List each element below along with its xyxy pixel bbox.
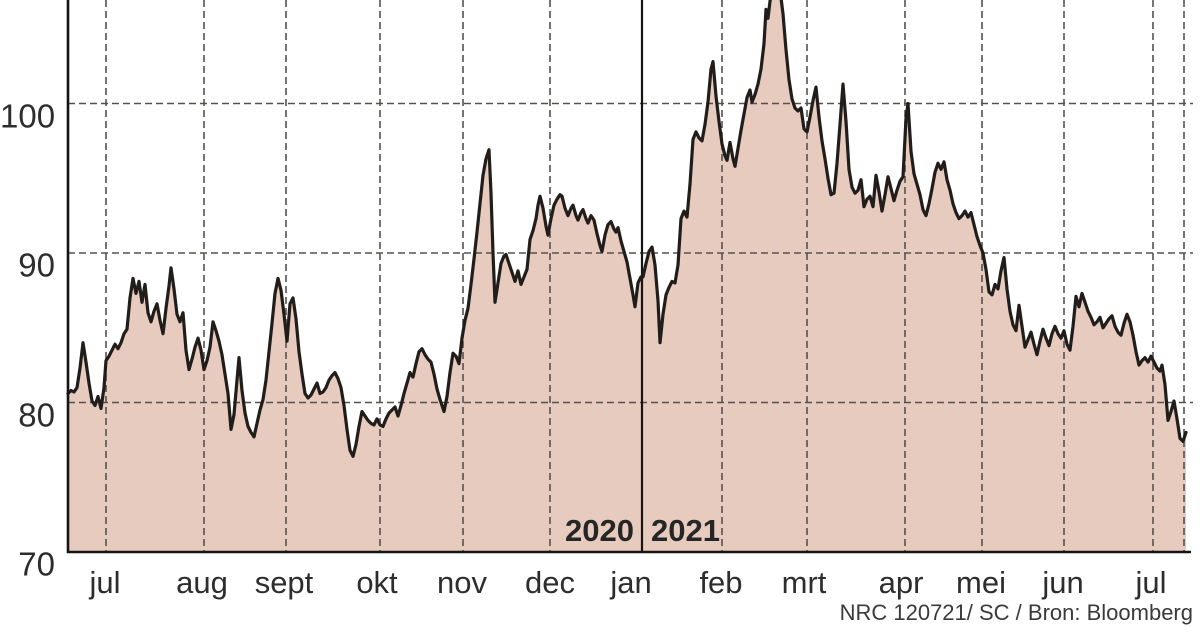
x-tick-label: dec xyxy=(525,565,575,600)
source-credit: NRC 120721/ SC / Bron: Bloomberg xyxy=(839,600,1193,625)
y-tick-label: 90 xyxy=(18,246,55,284)
x-tick-label: mrt xyxy=(781,565,827,600)
x-tick-label: apr xyxy=(878,565,924,600)
x-tick-label: sept xyxy=(254,565,314,600)
x-tick-label: jul xyxy=(1135,565,1167,600)
x-tick-label: jun xyxy=(1042,565,1084,600)
y-tick-label: 70 xyxy=(18,545,55,583)
x-tick-label: nov xyxy=(437,565,487,600)
x-tick-label: okt xyxy=(356,565,398,600)
x-tick-label: jul xyxy=(89,565,121,600)
series-area-fill xyxy=(68,0,1186,552)
series-line xyxy=(66,0,1188,458)
x-tick-label: jan xyxy=(610,565,652,600)
y-tick-label: 80 xyxy=(18,396,55,433)
year-label-2021: 2021 xyxy=(651,513,720,548)
x-tick-label: mei xyxy=(956,565,1006,600)
y-tick-label: 100 xyxy=(0,97,56,134)
x-tick-label: feb xyxy=(699,565,743,600)
x-tick-label: aug xyxy=(176,565,228,600)
year-label-2020: 2020 xyxy=(565,513,634,548)
